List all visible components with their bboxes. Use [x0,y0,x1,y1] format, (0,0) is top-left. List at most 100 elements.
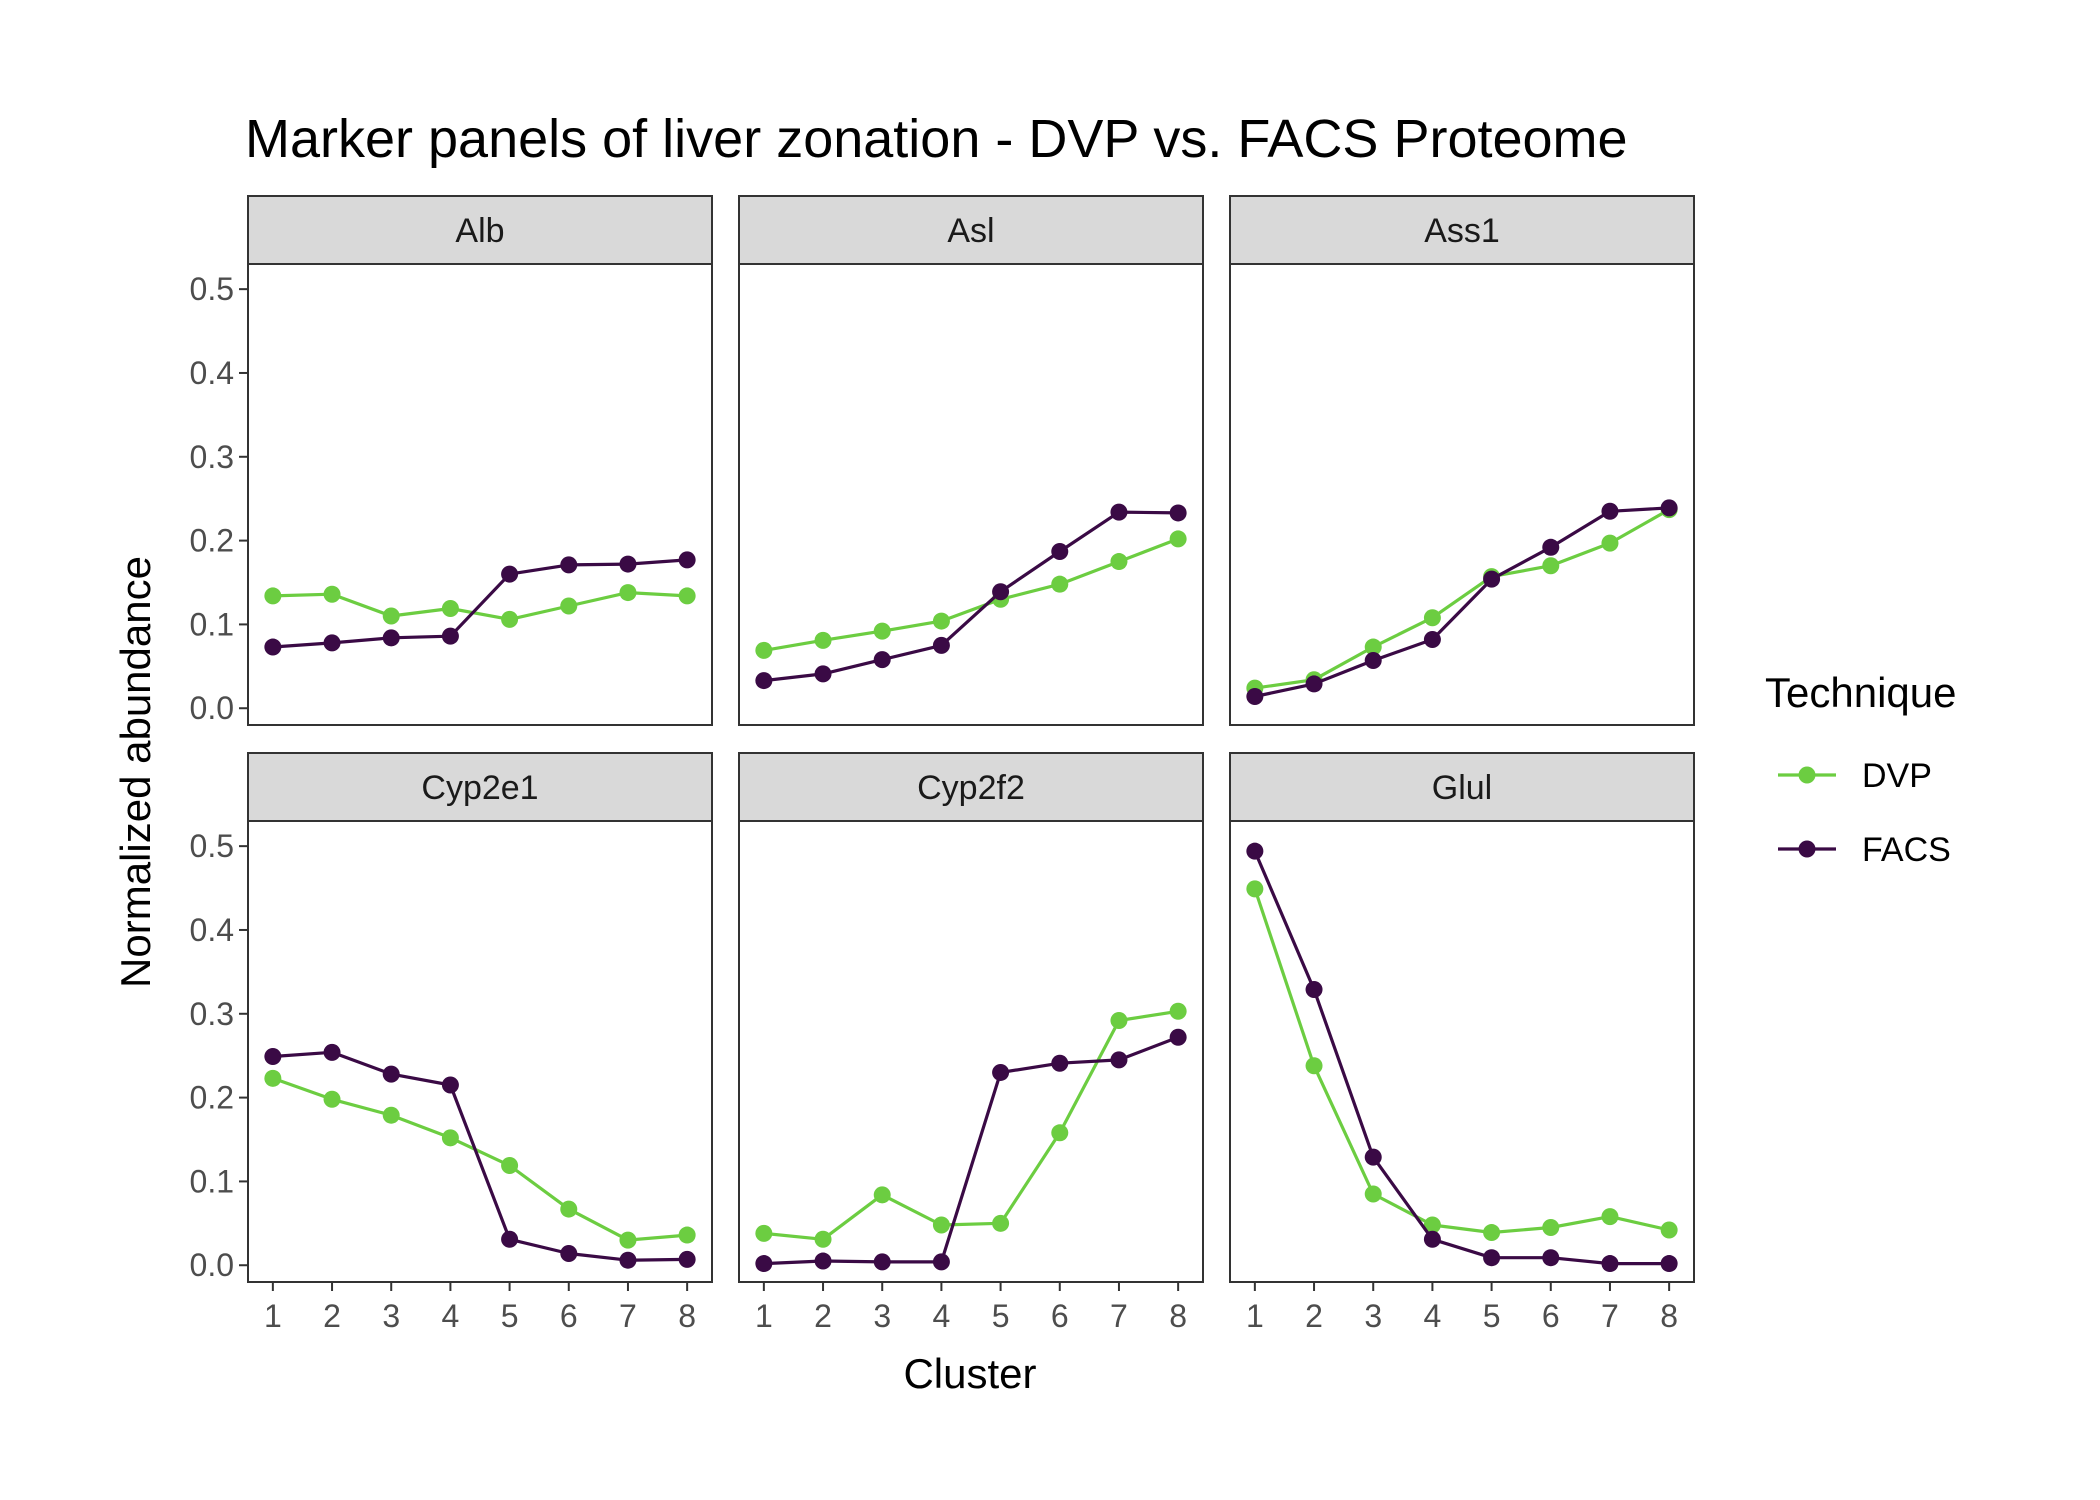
facet-strip-label: Cyp2f2 [917,769,1025,807]
data-point [560,1200,578,1218]
facet-strip [738,752,1204,822]
series-line [1253,888,1670,1235]
data-point [1110,1011,1128,1029]
facet-strip [738,195,1204,265]
facet-ass1: Ass1 [1229,195,1695,726]
data-point [814,631,832,649]
y-tick-label: 0.0 [190,1247,234,1283]
panel-border [738,263,1204,726]
data-point [1246,880,1264,898]
data-point [1051,1054,1069,1072]
facet-strip-label: Ass1 [1424,212,1500,250]
data-point [873,622,891,640]
series-line [1253,850,1670,1266]
legend-key-point [1798,766,1816,784]
data-point [1169,1028,1187,1046]
data-point [1364,1148,1382,1166]
data-point [1660,499,1678,517]
x-tick-label: 1 [755,1298,773,1334]
series-dvp [264,1069,696,1249]
panel-border [1229,263,1695,726]
data-point [501,565,519,583]
series-dvp [264,584,696,628]
facet-strip [1229,752,1695,822]
data-point [1601,1255,1619,1273]
series-facs [264,551,696,656]
series-line [763,1009,1179,1241]
x-tick-label: 5 [992,1298,1010,1334]
data-point [932,1216,950,1234]
data-point [814,1230,832,1248]
y-tick-label: 0.2 [190,1080,234,1116]
x-tick-label: 6 [1051,1298,1069,1334]
data-point [1660,1255,1678,1273]
data-point [1110,503,1128,521]
x-tick-label: 7 [1110,1298,1128,1334]
data-point [382,607,400,625]
data-point [1110,1051,1128,1069]
facet-grid: Alb 0.0 0.1 0.2 0.3 0.4 0.5 Asl Ass1 Cyp2e1 0.0 0.1… [190,195,1695,1334]
y-tick-label: 0.5 [190,271,234,307]
data-point [1601,534,1619,552]
facet-cyp2e1: Cyp2e1 0.0 0.1 0.2 0.3 0.4 0.5 1 2 3 4 5 6 7 8 [190,752,713,1334]
data-point [678,587,696,605]
x-tick-label: 4 [933,1298,951,1334]
legend-key-point [1798,840,1816,858]
data-point [323,1043,341,1061]
data-point [1483,1249,1501,1267]
legend-entry-facs: FACS [1778,831,1951,869]
data-point [323,634,341,652]
data-point [1364,651,1382,669]
data-point [932,1253,950,1271]
panel-border [738,820,1204,1283]
data-point [382,629,400,647]
facet-alb: Alb 0.0 0.1 0.2 0.3 0.4 0.5 [190,195,713,726]
data-point [1364,1185,1382,1203]
data-point [441,1076,459,1094]
data-point [755,1255,773,1273]
y-tick-label: 0.4 [190,912,234,948]
x-tick-label: 5 [501,1298,519,1334]
y-tick-label: 0.2 [190,523,234,559]
x-tick-label: 7 [619,1298,637,1334]
series-facs [755,503,1187,690]
data-point [1110,553,1128,571]
y-tick-label: 0.5 [190,828,234,864]
data-point [323,1090,341,1108]
facet-strip-label: Cyp2e1 [421,769,538,807]
data-point [1305,980,1323,998]
data-point [1483,1224,1501,1242]
data-point [501,1156,519,1174]
x-tick-label: 7 [1601,1298,1619,1334]
series-line [763,1035,1179,1266]
series-facs [264,1043,696,1269]
series-facs [1246,499,1678,706]
data-point [323,585,341,603]
data-point [755,641,773,659]
facet-strip-label: Glul [1432,769,1492,807]
y-tick-label: 0.3 [190,439,234,475]
panel-border [1229,820,1695,1283]
data-point [560,556,578,574]
data-point [441,627,459,645]
facet-glul: Glul 1 2 3 4 5 6 7 8 [1229,752,1695,1334]
series-line [1254,506,1670,699]
data-point [619,1231,637,1249]
data-point [560,597,578,615]
x-tick-label: 2 [1305,1298,1323,1334]
legend-title: Technique [1765,669,1956,716]
data-point [932,612,950,630]
data-point [814,1252,832,1270]
data-point [1051,542,1069,560]
data-point [560,1245,578,1263]
data-point [1660,1221,1678,1239]
data-point [382,1065,400,1083]
data-point [932,636,950,654]
data-point [441,599,459,617]
series-line [763,537,1179,652]
data-point [1169,530,1187,548]
data-point [755,672,773,690]
data-point [1423,609,1441,627]
data-point [678,551,696,569]
y-tick-label: 0.1 [190,1163,234,1199]
